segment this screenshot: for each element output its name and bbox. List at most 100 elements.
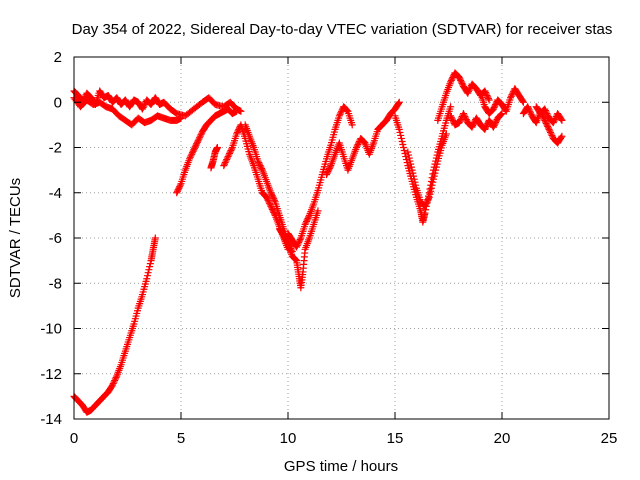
data-point (209, 98, 217, 106)
data-point (109, 380, 117, 388)
series-13 (434, 69, 493, 124)
data-point (425, 195, 433, 203)
data-point (447, 76, 455, 84)
data-point (456, 117, 464, 125)
data-point (176, 183, 184, 191)
data-point (185, 157, 193, 165)
x-tick-label: 10 (280, 430, 297, 447)
data-point (113, 110, 121, 118)
data-point (422, 201, 430, 209)
data-point (456, 75, 464, 83)
data-point (330, 128, 338, 136)
data-point (457, 76, 465, 84)
data-point (303, 216, 311, 224)
data-point (191, 144, 199, 152)
data-point (426, 190, 434, 198)
y-tick-label: -12 (40, 366, 62, 383)
data-point (430, 172, 438, 180)
data-point (291, 255, 299, 263)
data-point (466, 85, 474, 93)
data-point (424, 196, 432, 204)
axis-ticks: 0 5 10 15 20 25 -14 -12 -10 -8 -6 -4 -2 0 2 (40, 49, 617, 447)
data-point (410, 172, 418, 180)
data-point (145, 266, 153, 274)
data-point (395, 123, 403, 131)
data-point (139, 104, 147, 112)
data-point (448, 75, 456, 83)
data-point (195, 135, 203, 143)
series-9 (284, 103, 356, 251)
x-axis-label: GPS time / hours (284, 458, 398, 475)
data-point (326, 144, 334, 151)
series-3 (70, 234, 159, 416)
data-point (421, 211, 429, 219)
data-point (249, 142, 257, 150)
data-point (551, 116, 559, 124)
data-point (323, 169, 331, 177)
data-point (188, 150, 196, 158)
series-2 (70, 94, 185, 129)
data-point (112, 374, 120, 382)
series-17 (532, 103, 566, 127)
data-point (253, 155, 261, 163)
data-point (469, 120, 477, 128)
data-point (543, 110, 551, 118)
data-point (490, 122, 498, 130)
data-point (196, 134, 204, 142)
data-point (266, 187, 274, 195)
y-tick-label: 0 (54, 94, 62, 111)
data-point (484, 94, 492, 102)
data-point (400, 144, 408, 151)
data-point (410, 175, 418, 183)
data-point (253, 173, 261, 181)
data-point (484, 93, 492, 101)
data-point (295, 239, 303, 247)
data-point (446, 105, 454, 113)
data-point (257, 163, 265, 171)
data-point (293, 242, 301, 250)
data-point (492, 119, 500, 127)
data-point (542, 119, 550, 127)
data-point (449, 116, 457, 124)
data-point (336, 110, 344, 118)
data-point (133, 307, 141, 315)
data-point (464, 88, 472, 96)
data-point (431, 169, 439, 177)
data-point (548, 131, 556, 139)
data-point (422, 199, 430, 207)
y-axis-label: SDTVAR / TECUs (7, 178, 24, 298)
data-point (347, 157, 355, 165)
data-point (270, 195, 278, 203)
data-point (490, 104, 498, 112)
data-point (224, 153, 232, 161)
data-point (354, 140, 362, 148)
data-point (176, 181, 184, 189)
data-point (542, 108, 550, 116)
data-point (190, 146, 198, 154)
data-point (313, 189, 321, 197)
data-point (255, 160, 263, 168)
data-point (544, 122, 552, 130)
data-point (412, 181, 420, 189)
data-point (429, 178, 437, 186)
data-point (129, 322, 137, 330)
data-point (544, 124, 552, 132)
data-point (482, 124, 490, 132)
data-point (264, 196, 272, 204)
data-point (397, 134, 405, 142)
data-point (542, 107, 550, 115)
data-point (496, 112, 504, 120)
data-point (437, 144, 445, 152)
data-point (233, 128, 241, 136)
data-point (283, 238, 291, 246)
data-point (492, 117, 500, 125)
data-point (557, 115, 565, 123)
data-point (171, 108, 179, 116)
data-point (469, 122, 477, 130)
data-point (405, 151, 413, 159)
data-point (453, 71, 461, 79)
data-point (232, 108, 240, 116)
data-point (151, 236, 159, 244)
data-point (322, 157, 330, 165)
data-point (326, 163, 334, 171)
